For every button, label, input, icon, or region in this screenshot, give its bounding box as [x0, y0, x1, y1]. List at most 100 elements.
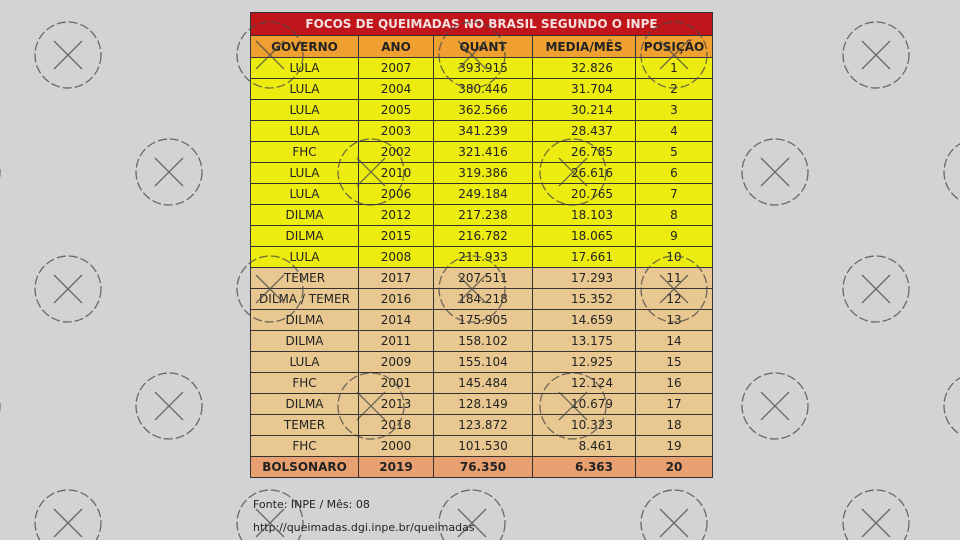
- table-row: LULA 2003 341.239 28.437 4: [250, 120, 713, 142]
- table-cell: 8.461: [532, 435, 636, 457]
- table-row: DILMA 2015 216.782 18.065 9: [250, 225, 713, 247]
- table-row: TEMER 2017 207.511 17.293 11: [250, 267, 713, 289]
- source-url: http://queimadas.dgi.inpe.br/queimadas: [253, 521, 475, 534]
- table-cell: 18.065: [532, 225, 636, 247]
- table-cell: 145.484: [433, 372, 533, 394]
- table-cell: 207.511: [433, 267, 533, 289]
- table-cell: 6.363: [532, 456, 636, 478]
- table-cell: 2014: [358, 309, 434, 331]
- table-cell: 14.659: [532, 309, 636, 331]
- table-cell: DILMA: [250, 330, 359, 352]
- table-cell: DILMA / TEMER: [250, 288, 359, 310]
- table-cell: 76.350: [433, 456, 533, 478]
- table-cell: 16: [635, 372, 713, 394]
- table-cell: 13: [635, 309, 713, 331]
- table-cell: 101.530: [433, 435, 533, 457]
- table-cell: 216.782: [433, 225, 533, 247]
- table-cell: 19: [635, 435, 713, 457]
- table-cell: 123.872: [433, 414, 533, 436]
- table-cell: DILMA: [250, 309, 359, 331]
- table-title: FOCOS DE QUEIMADAS NO BRASIL SEGUNDO O I…: [250, 12, 713, 36]
- table-row: LULA 2007 393.915 32.826 1: [250, 57, 713, 79]
- header-cell: QUANT: [433, 35, 533, 58]
- table-cell: 6: [635, 162, 713, 184]
- table-row: LULA 2005 362.566 30.214 3: [250, 99, 713, 121]
- table-row: DILMA 2013 128.149 10.679 17: [250, 393, 713, 415]
- table-cell: 26.785: [532, 141, 636, 163]
- table-cell: LULA: [250, 351, 359, 373]
- table-cell: 2013: [358, 393, 434, 415]
- table-cell: 15.352: [532, 288, 636, 310]
- table-cell: 10.323: [532, 414, 636, 436]
- table-cell: 362.566: [433, 99, 533, 121]
- table-cell: 11: [635, 267, 713, 289]
- table-cell: 28.437: [532, 120, 636, 142]
- fire-table: FOCOS DE QUEIMADAS NO BRASIL SEGUNDO O I…: [250, 12, 713, 478]
- table-cell: 319.386: [433, 162, 533, 184]
- table-cell: LULA: [250, 183, 359, 205]
- table-head: FOCOS DE QUEIMADAS NO BRASIL SEGUNDO O I…: [250, 12, 713, 58]
- table-cell: TEMER: [250, 267, 359, 289]
- table-cell: LULA: [250, 162, 359, 184]
- table-row: DILMA 2011 158.102 13.175 14: [250, 330, 713, 352]
- table-row: LULA 2010 319.386 26.616 6: [250, 162, 713, 184]
- table-cell: 2018: [358, 414, 434, 436]
- table-cell: 4: [635, 120, 713, 142]
- table-cell: BOLSONARO: [250, 456, 359, 478]
- table-cell: 12.925: [532, 351, 636, 373]
- table-cell: 31.704: [532, 78, 636, 100]
- table-cell: 15: [635, 351, 713, 373]
- table-wrap: FOCOS DE QUEIMADAS NO BRASIL SEGUNDO O I…: [250, 12, 713, 478]
- table-cell: 14: [635, 330, 713, 352]
- table-cell: 26.616: [532, 162, 636, 184]
- table-cell: 1: [635, 57, 713, 79]
- table-cell: 2006: [358, 183, 434, 205]
- table-cell: TEMER: [250, 414, 359, 436]
- table-row: TEMER 2018 123.872 10.323 18: [250, 414, 713, 436]
- table-cell: 3: [635, 99, 713, 121]
- table-row: BOLSONARO 2019 76.350 6.363 20: [250, 456, 713, 478]
- table-cell: 321.416: [433, 141, 533, 163]
- table-cell: FHC: [250, 435, 359, 457]
- table-cell: 393.915: [433, 57, 533, 79]
- table-cell: 2011: [358, 330, 434, 352]
- header-cell: POSIÇÃO: [635, 35, 713, 58]
- table-row: FHC 2000 101.530 8.461 19: [250, 435, 713, 457]
- source-note: Fonte: INPE / Mês: 08: [253, 498, 370, 511]
- table-cell: 155.104: [433, 351, 533, 373]
- table-row: LULA 2008 211.933 17.661 10: [250, 246, 713, 268]
- table-cell: 2009: [358, 351, 434, 373]
- table-cell: 2002: [358, 141, 434, 163]
- table-cell: 18.103: [532, 204, 636, 226]
- header-row: GOVERNO ANO QUANT MEDIA/MÊS POSIÇÃO: [250, 35, 713, 58]
- table-cell: 2012: [358, 204, 434, 226]
- table-cell: 7: [635, 183, 713, 205]
- table-cell: FHC: [250, 141, 359, 163]
- table-cell: 2001: [358, 372, 434, 394]
- table-cell: LULA: [250, 99, 359, 121]
- table-cell: 380.446: [433, 78, 533, 100]
- table-cell: 2003: [358, 120, 434, 142]
- table-cell: 17: [635, 393, 713, 415]
- table-row: DILMA 2012 217.238 18.103 8: [250, 204, 713, 226]
- table-cell: 2: [635, 78, 713, 100]
- header-cell: GOVERNO: [250, 35, 359, 58]
- table-row: LULA 2004 380.446 31.704 2: [250, 78, 713, 100]
- table-cell: 2010: [358, 162, 434, 184]
- table-cell: 217.238: [433, 204, 533, 226]
- table-cell: 175.905: [433, 309, 533, 331]
- table-row: FHC 2002 321.416 26.785 5: [250, 141, 713, 163]
- table-cell: 2015: [358, 225, 434, 247]
- table-cell: LULA: [250, 78, 359, 100]
- table-cell: 13.175: [532, 330, 636, 352]
- table-cell: LULA: [250, 246, 359, 268]
- table-cell: 158.102: [433, 330, 533, 352]
- table-row: LULA 2006 249.184 20.765 7: [250, 183, 713, 205]
- table-row: LULA 2009 155.104 12.925 15: [250, 351, 713, 373]
- table-cell: 17.293: [532, 267, 636, 289]
- table-cell: LULA: [250, 57, 359, 79]
- table-cell: 9: [635, 225, 713, 247]
- table-cell: 30.214: [532, 99, 636, 121]
- table-row: FHC 2001 145.484 12.124 16: [250, 372, 713, 394]
